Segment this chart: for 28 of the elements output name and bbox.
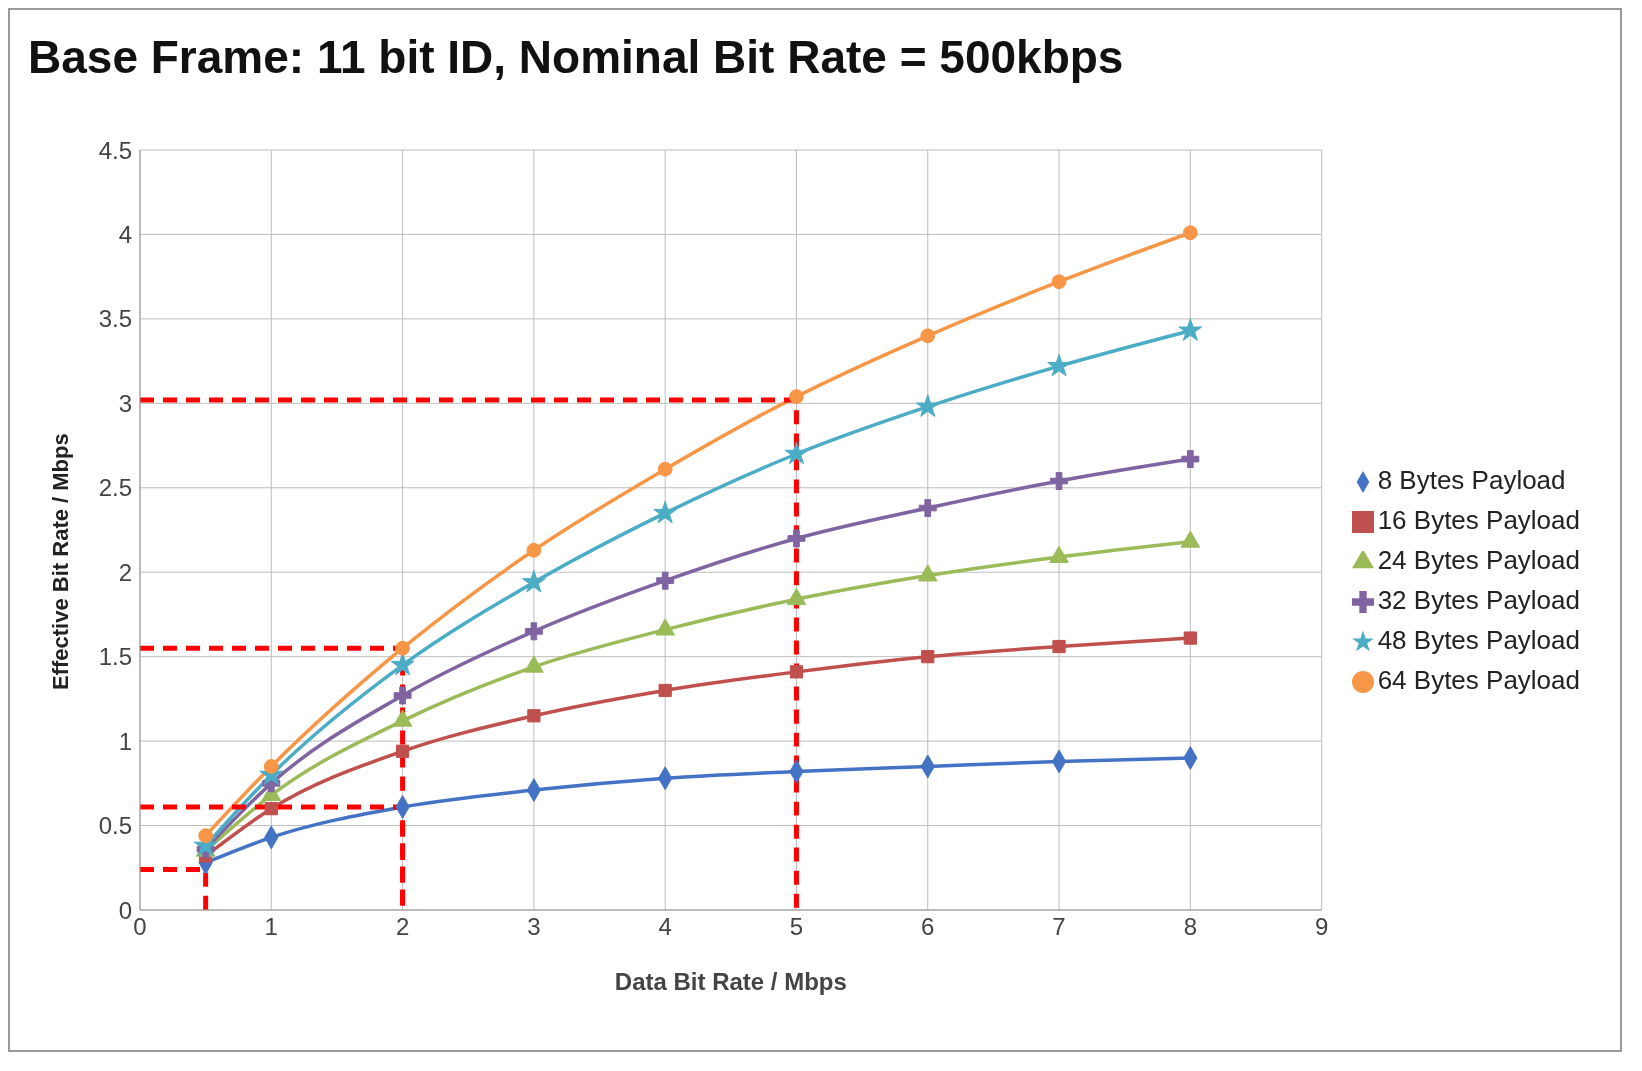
y-tick-label: 1.5 — [98, 643, 132, 671]
legend-label: 8 Bytes Payload — [1377, 465, 1566, 495]
y-tick-label: 4 — [118, 220, 132, 248]
x-axis-title: Data Bit Rate / Mbps — [614, 968, 847, 995]
y-tick-label: 3 — [118, 389, 132, 417]
y-tick-label: 2.5 — [98, 474, 132, 502]
x-tick-label: 8 — [1183, 913, 1198, 941]
x-tick-label: 2 — [395, 913, 410, 941]
y-tick-label: 1 — [118, 727, 132, 755]
y-tick-label: 4.5 — [98, 136, 132, 164]
chart-title: Base Frame: 11 bit ID, Nominal Bit Rate = 500kbps — [28, 30, 1124, 84]
legend-label: 16 Bytes Payload — [1377, 505, 1580, 535]
y-tick-label: 0.5 — [98, 812, 132, 840]
x-tick-label: 1 — [264, 913, 278, 941]
x-tick-label: 7 — [1052, 913, 1066, 941]
x-tick-label: 6 — [921, 913, 935, 941]
x-tick-label: 3 — [527, 913, 541, 941]
legend-label: 24 Bytes Payload — [1377, 545, 1580, 575]
legend-label: 32 Bytes Payload — [1377, 585, 1580, 615]
y-axis-title: Effective Bit Rate / Mbps — [47, 433, 73, 690]
y-tick-label: 2 — [118, 558, 132, 586]
legend-label: 64 Bytes Payload — [1377, 665, 1580, 695]
x-tick-label: 4 — [658, 913, 672, 941]
x-tick-label: 5 — [789, 913, 804, 941]
legend-label: 48 Bytes Payload — [1377, 625, 1580, 655]
y-tick-label: 0 — [118, 896, 132, 924]
y-tick-label: 3.5 — [98, 305, 132, 333]
x-tick-label: 9 — [1314, 913, 1329, 941]
